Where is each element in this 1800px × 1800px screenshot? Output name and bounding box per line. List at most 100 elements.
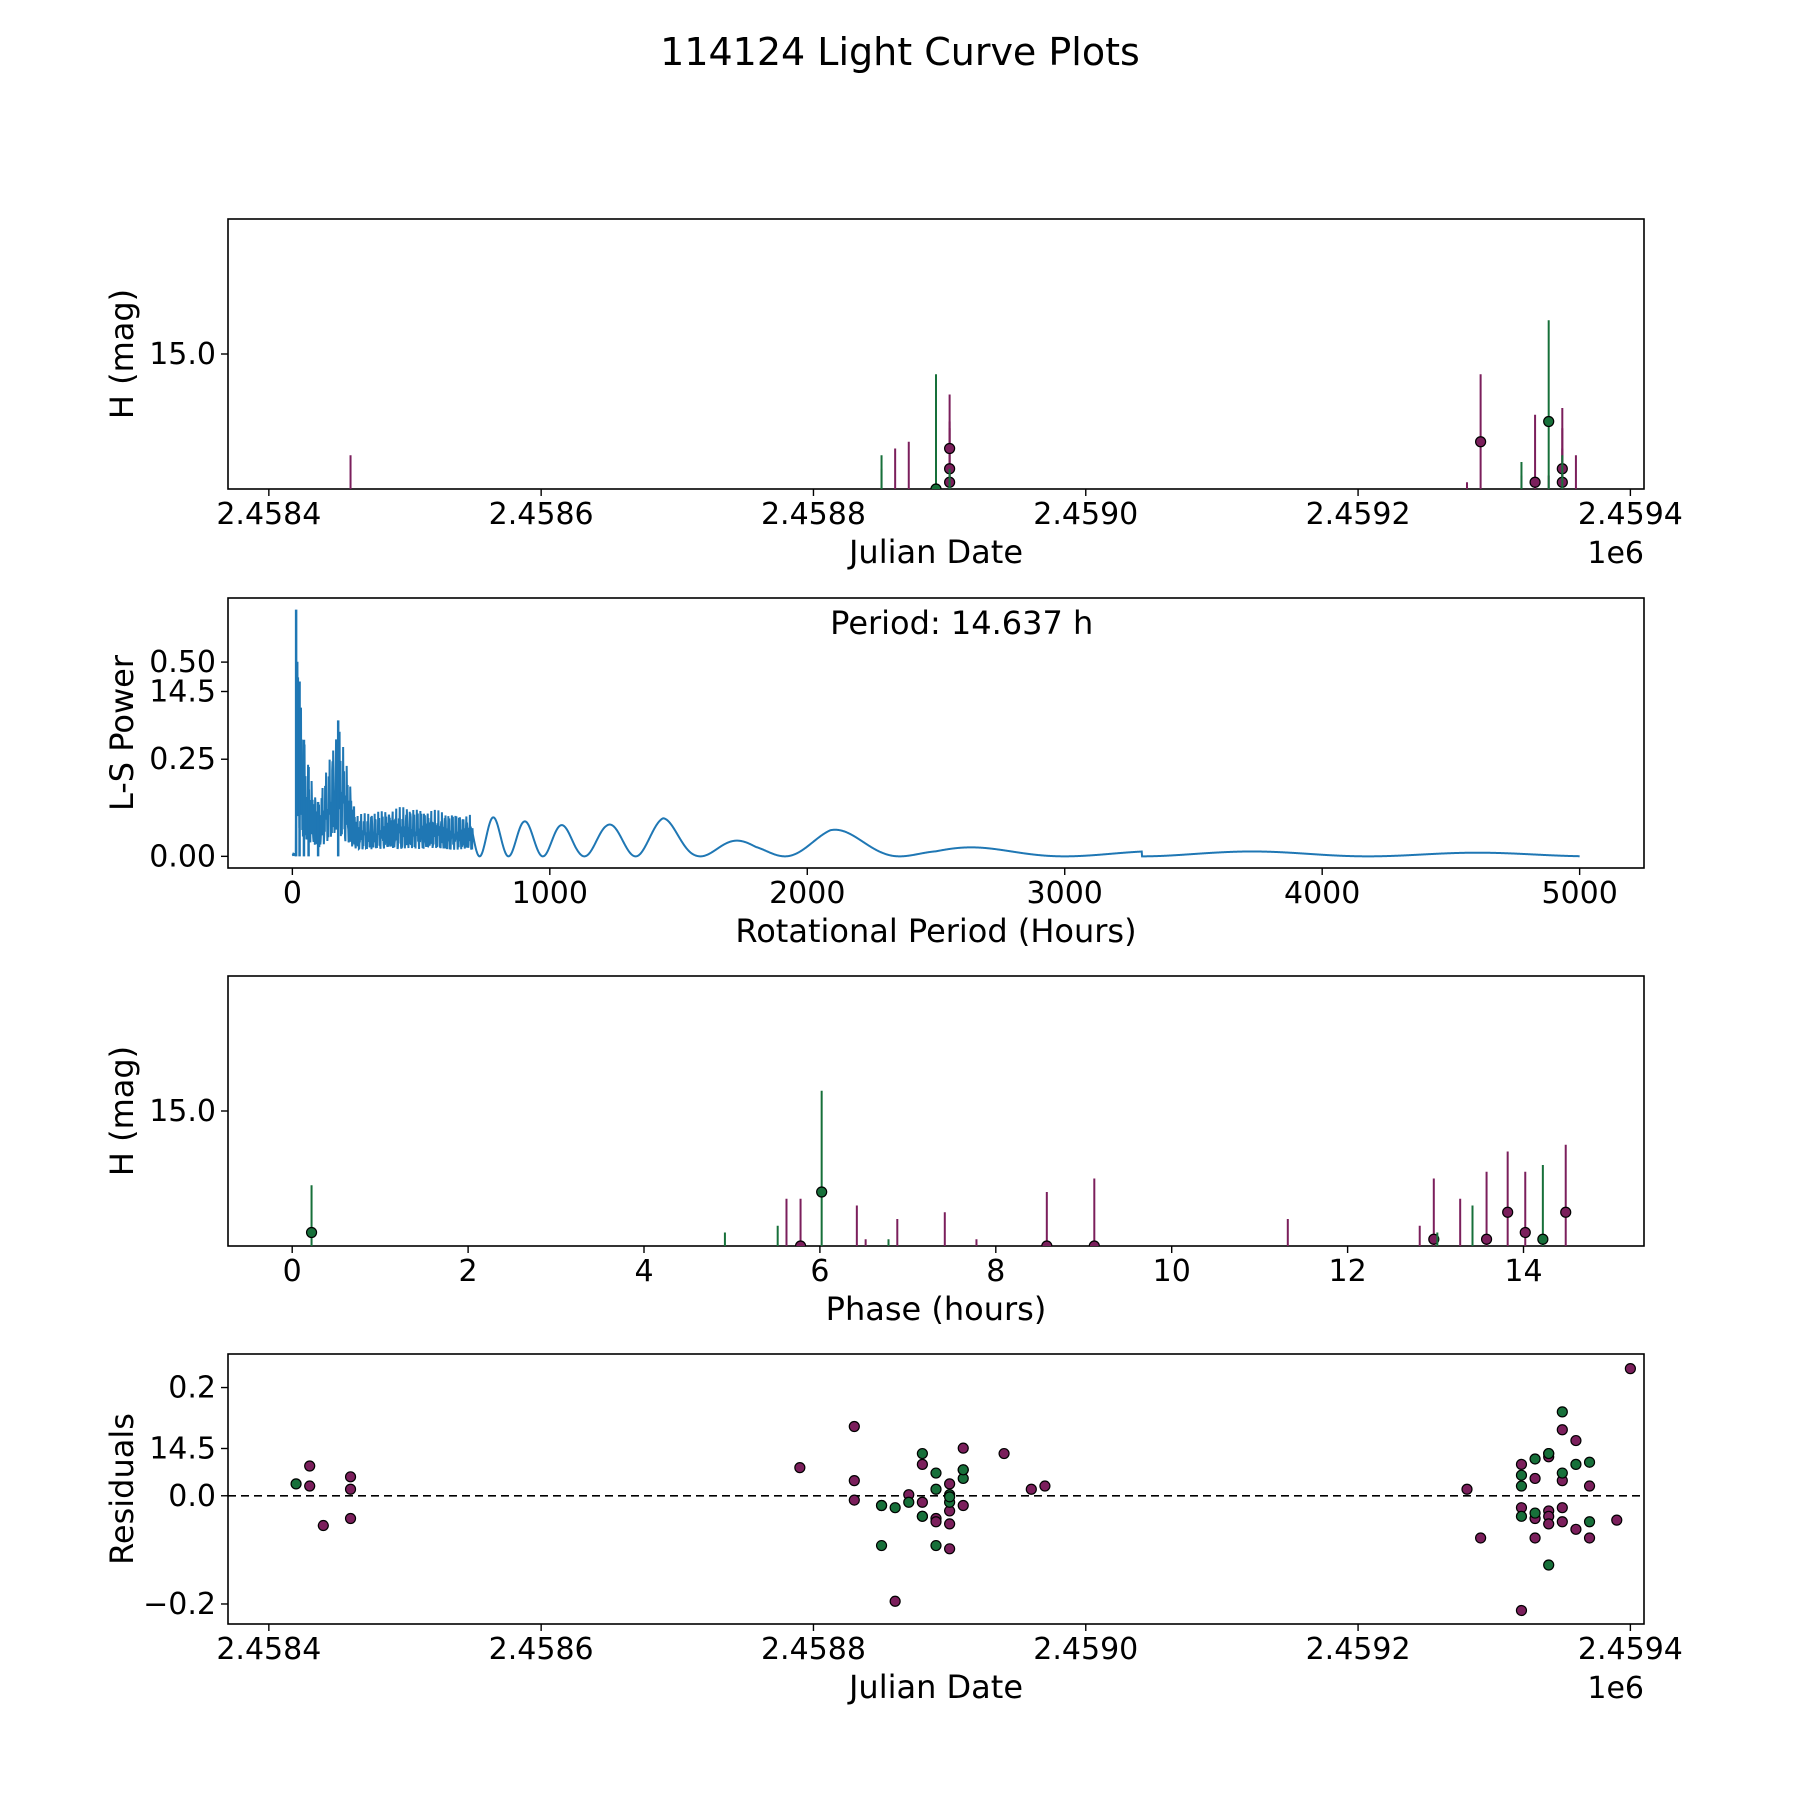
data-point (890, 491, 900, 501)
data-point (1557, 585, 1567, 595)
x-tick-label: 2.4590 (1033, 1632, 1138, 1667)
data-point (971, 1336, 981, 1346)
data-point (930, 1467, 942, 1479)
x-tick-label: 4 (634, 1254, 653, 1289)
data-point (346, 491, 356, 501)
data-point (1025, 1483, 1037, 1495)
x-tick-label: 6 (810, 1254, 829, 1289)
series-r-band (781, 1144, 1572, 1292)
data-point (944, 1491, 956, 1503)
series-g-band (290, 1406, 1596, 1571)
data-point (304, 1480, 316, 1492)
data-point (1557, 491, 1567, 501)
data-point (916, 1510, 928, 1522)
x-tick-label: 0 (283, 876, 302, 911)
data-point (930, 1539, 942, 1552)
series-r-band (304, 1363, 1636, 1617)
data-point (852, 1261, 862, 1271)
x-axis-label: Julian Date (847, 1668, 1023, 1706)
data-point (1515, 1510, 1528, 1522)
data-point (1570, 1523, 1582, 1535)
x-tick-label: 2.4594 (1578, 497, 1683, 532)
x-tick-label: 2.4590 (1033, 497, 1138, 532)
data-point (1480, 1233, 1493, 1245)
data-point (1583, 1516, 1596, 1528)
data-point (904, 491, 914, 501)
data-point (1543, 1518, 1555, 1530)
x-axis-label: Phase (hours) (826, 1290, 1047, 1328)
data-point (944, 442, 956, 455)
data-point (930, 1483, 942, 1495)
x-offset-label: 1e6 (1587, 1671, 1644, 1706)
x-tick-label: 2.4584 (216, 1632, 321, 1667)
data-point (1516, 525, 1526, 535)
data-point (1585, 579, 1595, 589)
y-axis-label: H (mag) (103, 1046, 141, 1176)
data-point (1515, 1480, 1528, 1492)
data-point (957, 1442, 969, 1454)
x-tick-label: 2.4586 (489, 1632, 594, 1667)
data-point (1544, 531, 1554, 541)
data-point (889, 1595, 901, 1607)
plot-area (291, 609, 1580, 858)
data-point (1570, 1458, 1582, 1470)
data-point (916, 1458, 928, 1470)
panel-residuals: 2.4584 2.4586 2.4588 2.4590 2.4592 2.4594 −0.2… (103, 1353, 1683, 1706)
data-point (848, 1420, 860, 1433)
data-point (916, 1496, 928, 1508)
data-point (1515, 1458, 1528, 1470)
data-point (1556, 1424, 1568, 1436)
data-point (945, 518, 955, 528)
data-point (944, 1543, 956, 1555)
data-point (1543, 1315, 1553, 1325)
data-point (998, 1447, 1010, 1460)
data-point (1624, 1363, 1636, 1375)
y-tick-label: 14.5 (149, 1432, 216, 1467)
data-point (1537, 1233, 1549, 1245)
x-tick-label: 1000 (512, 876, 588, 911)
data-point (794, 1462, 806, 1474)
data-point (945, 518, 955, 528)
data-point (957, 1499, 969, 1512)
data-point (1475, 1532, 1487, 1544)
x-tick-label: 2.4594 (1578, 1632, 1683, 1667)
data-point (344, 1483, 357, 1495)
x-tick-label: 14 (1504, 1254, 1542, 1289)
y-tick-label: 14.5 (149, 675, 216, 710)
data-point (1467, 1268, 1477, 1278)
data-point (290, 1478, 302, 1490)
data-point (940, 1261, 950, 1271)
data-point (1475, 436, 1487, 448)
x-tick-label: 8 (986, 1254, 1005, 1289)
data-point (324, 1342, 334, 1352)
data-point (1611, 1514, 1623, 1526)
power-curve-line (291, 661, 1580, 858)
y-tick-label: 0.0 (168, 1479, 216, 1514)
data-point (1543, 415, 1555, 428)
data-point (1543, 1447, 1555, 1460)
y-axis-label: Residuals (103, 1413, 141, 1565)
panels: 2.4584 2.4586 2.4588 2.4590 2.4592 2.4594 14.5… (103, 218, 1683, 1706)
x-tick-label: 5000 (1541, 876, 1617, 911)
data-point (1455, 1255, 1465, 1265)
data-point (317, 1519, 329, 1532)
data-point (1336, 1342, 1346, 1352)
data-point (781, 1248, 791, 1258)
data-point (1560, 1206, 1572, 1218)
data-point (1570, 1434, 1582, 1447)
data-point (816, 1186, 828, 1198)
y-tick-label: 0.50 (149, 645, 216, 680)
y-tick-label: 15.0 (149, 1094, 216, 1129)
data-point (1583, 1456, 1596, 1468)
data-point (1415, 1282, 1425, 1292)
data-point (291, 565, 301, 575)
data-point (1543, 1559, 1555, 1571)
data-point (344, 1471, 357, 1483)
panel-phased: 0 2 4 6 8 10 12 14 14.5 15.0 Phase (hours) H (mag) (103, 975, 1645, 1467)
data-point (794, 1240, 807, 1246)
y-tick-label: 0.25 (149, 742, 216, 777)
period-annotation: Period: 14.637 h (830, 604, 1093, 642)
data-point (875, 1499, 888, 1512)
data-point (1502, 1206, 1514, 1218)
